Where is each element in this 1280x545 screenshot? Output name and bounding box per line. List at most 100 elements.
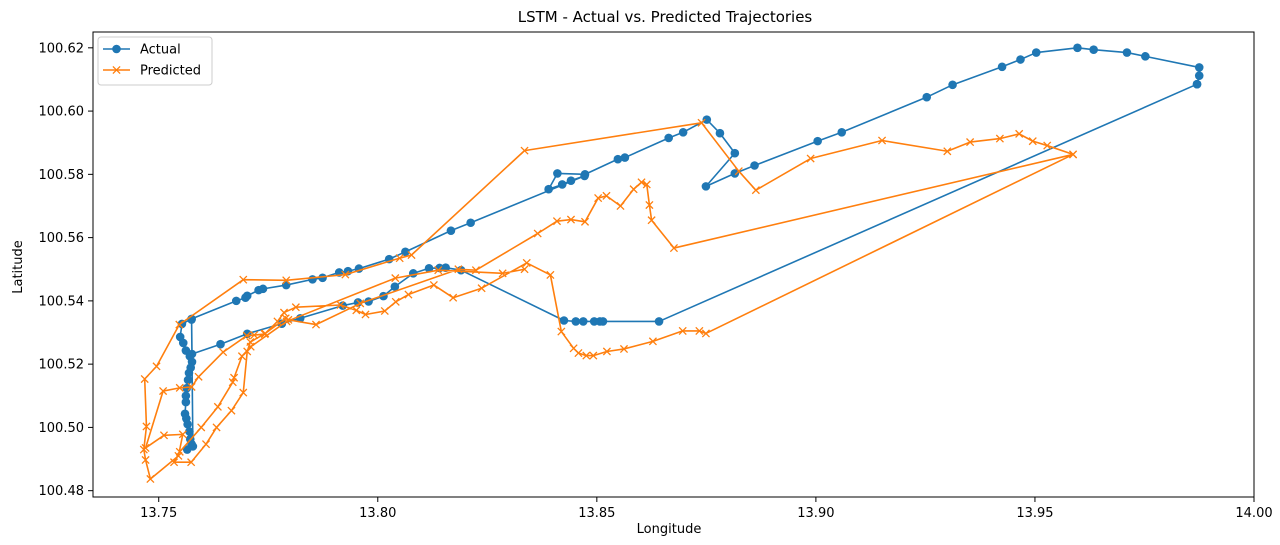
data-point bbox=[637, 178, 646, 187]
data-point bbox=[142, 422, 151, 431]
data-point bbox=[1122, 48, 1132, 57]
data-point bbox=[401, 247, 410, 257]
data-point bbox=[520, 146, 529, 155]
data-point bbox=[477, 284, 486, 293]
data-point bbox=[429, 281, 438, 290]
data-point bbox=[187, 349, 197, 359]
legend: Actual Predicted bbox=[97, 36, 213, 86]
data-point bbox=[201, 440, 211, 449]
data-point bbox=[546, 270, 555, 279]
series-predicted bbox=[139, 118, 1078, 484]
data-point bbox=[715, 128, 725, 138]
data-point bbox=[582, 351, 591, 360]
data-point bbox=[1192, 79, 1202, 89]
data-point bbox=[183, 375, 193, 385]
data-point bbox=[948, 80, 957, 90]
legend-label-actual: Actual bbox=[140, 43, 181, 58]
data-point bbox=[228, 378, 237, 387]
data-point bbox=[751, 186, 760, 195]
data-point bbox=[580, 171, 589, 181]
data-point bbox=[1141, 52, 1150, 61]
data-point bbox=[141, 443, 150, 453]
data-point bbox=[574, 349, 583, 358]
data-point bbox=[391, 274, 400, 283]
data-point bbox=[273, 317, 282, 326]
data-point bbox=[734, 167, 743, 176]
data-point bbox=[261, 329, 270, 338]
data-point bbox=[1015, 129, 1024, 138]
data-point bbox=[141, 455, 150, 465]
data-point bbox=[213, 402, 222, 411]
data-point bbox=[291, 303, 300, 312]
data-point bbox=[697, 118, 706, 127]
data-point bbox=[237, 352, 247, 361]
data-point bbox=[580, 217, 590, 226]
data-point bbox=[1194, 71, 1204, 80]
data-point bbox=[602, 347, 611, 356]
data-point bbox=[391, 297, 400, 306]
x-tick-label: 13.85 bbox=[578, 506, 615, 521]
data-point bbox=[943, 147, 952, 156]
data-point bbox=[750, 161, 759, 170]
data-point bbox=[629, 185, 638, 194]
data-point bbox=[1043, 141, 1052, 150]
data-point bbox=[522, 258, 531, 267]
data-point bbox=[654, 317, 664, 326]
data-point bbox=[390, 282, 400, 291]
data-point bbox=[197, 423, 206, 432]
data-point bbox=[175, 447, 184, 456]
data-point bbox=[578, 317, 588, 326]
data-point bbox=[559, 316, 569, 325]
data-point bbox=[520, 265, 529, 274]
data-point bbox=[449, 293, 458, 302]
y-tick-label: 100.48 bbox=[39, 484, 85, 499]
data-point bbox=[424, 263, 434, 273]
data-point bbox=[1031, 48, 1041, 57]
data-point bbox=[282, 276, 291, 285]
data-point bbox=[183, 419, 192, 429]
data-point bbox=[279, 308, 289, 317]
data-point bbox=[336, 300, 345, 310]
data-point bbox=[557, 180, 567, 189]
data-point bbox=[877, 136, 887, 145]
data-point bbox=[678, 127, 688, 137]
data-point bbox=[454, 265, 463, 274]
data-point bbox=[598, 317, 608, 326]
data-point bbox=[1089, 45, 1098, 55]
data-point bbox=[281, 280, 291, 290]
x-tick-label: 13.95 bbox=[1016, 506, 1053, 521]
data-point bbox=[230, 373, 239, 382]
data-point bbox=[701, 329, 710, 338]
data-point bbox=[997, 62, 1007, 72]
data-point bbox=[175, 383, 184, 392]
x-axis-title: Longitude bbox=[637, 522, 702, 537]
data-point bbox=[181, 391, 191, 401]
chart-title: LSTM - Actual vs. Predicted Trajectories bbox=[518, 8, 813, 26]
data-point bbox=[446, 226, 456, 235]
data-point bbox=[730, 148, 740, 158]
data-point bbox=[498, 269, 507, 278]
data-point bbox=[1069, 150, 1078, 159]
data-point bbox=[730, 169, 740, 178]
data-point bbox=[152, 362, 161, 371]
data-point bbox=[242, 331, 251, 340]
data-point bbox=[678, 326, 687, 335]
data-point bbox=[184, 368, 194, 378]
x-tick-label: 14.00 bbox=[1235, 506, 1272, 521]
data-point bbox=[169, 458, 179, 467]
data-point bbox=[806, 154, 815, 163]
data-point bbox=[1016, 55, 1025, 64]
legend-marker-actual bbox=[112, 44, 121, 54]
x-tick-label: 13.80 bbox=[359, 506, 396, 521]
data-point bbox=[1028, 137, 1037, 146]
data-point bbox=[407, 250, 416, 260]
data-point bbox=[1194, 63, 1204, 72]
data-point bbox=[175, 320, 184, 329]
data-point bbox=[146, 474, 155, 484]
data-point bbox=[701, 182, 711, 191]
data-point bbox=[544, 184, 553, 194]
x-tick-label: 13.75 bbox=[140, 506, 177, 521]
data-point bbox=[181, 397, 191, 407]
data-point bbox=[380, 306, 389, 316]
